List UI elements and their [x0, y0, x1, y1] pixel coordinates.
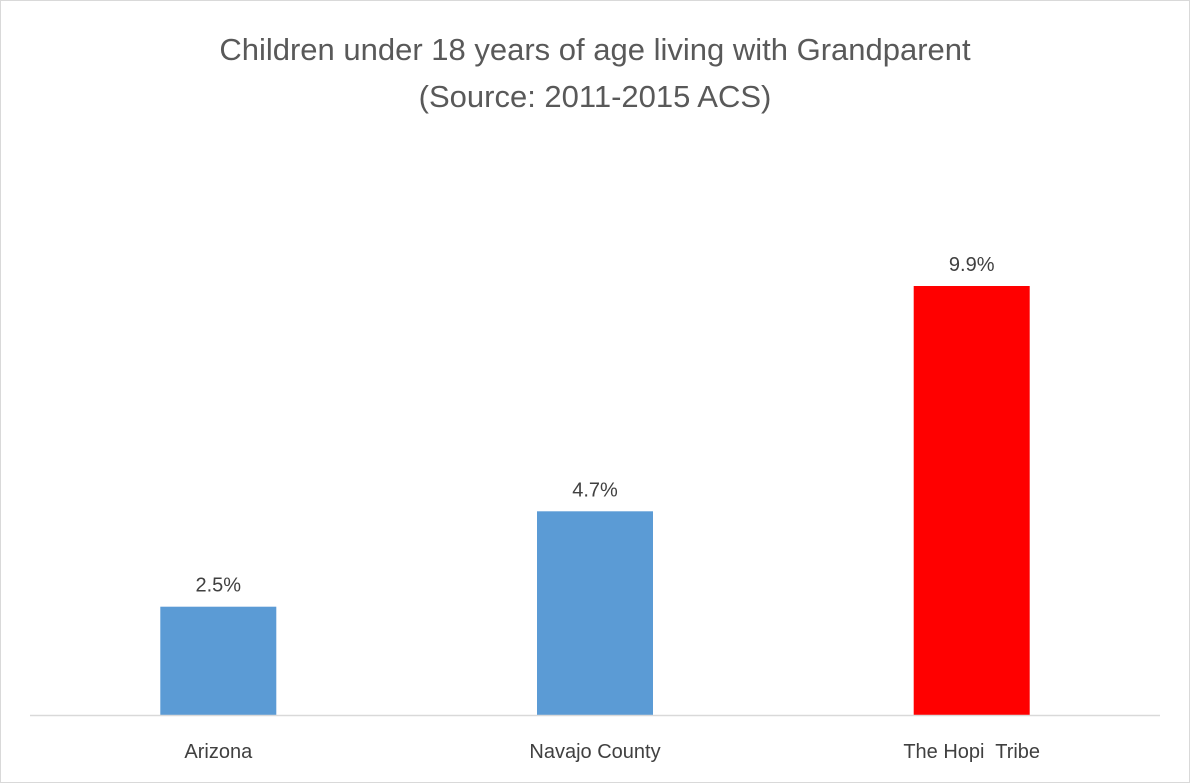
chart-title: Children under 18 years of age living wi… — [0, 26, 1190, 120]
chart-title-line: Children under 18 years of age living wi… — [219, 32, 971, 67]
bar-2 — [913, 286, 1030, 715]
bar-value-label: 2.5% — [196, 575, 242, 597]
chart-subtitle-line: (Source: 2011-2015 ACS) — [418, 79, 772, 114]
bar-value-label: 9.9% — [949, 254, 995, 276]
bar-value-label: 4.7% — [572, 479, 618, 501]
bar-1 — [537, 511, 653, 715]
bar-0 — [160, 606, 277, 715]
x-tick-label: Navajo County — [529, 741, 660, 763]
x-tick-label: Arizona — [184, 741, 253, 763]
x-tick-label: The Hopi Tribe — [903, 741, 1040, 763]
